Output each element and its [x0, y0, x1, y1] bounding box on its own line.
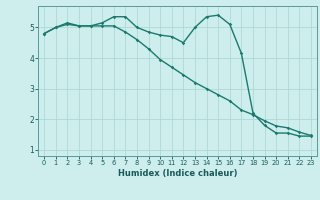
X-axis label: Humidex (Indice chaleur): Humidex (Indice chaleur)	[118, 169, 237, 178]
